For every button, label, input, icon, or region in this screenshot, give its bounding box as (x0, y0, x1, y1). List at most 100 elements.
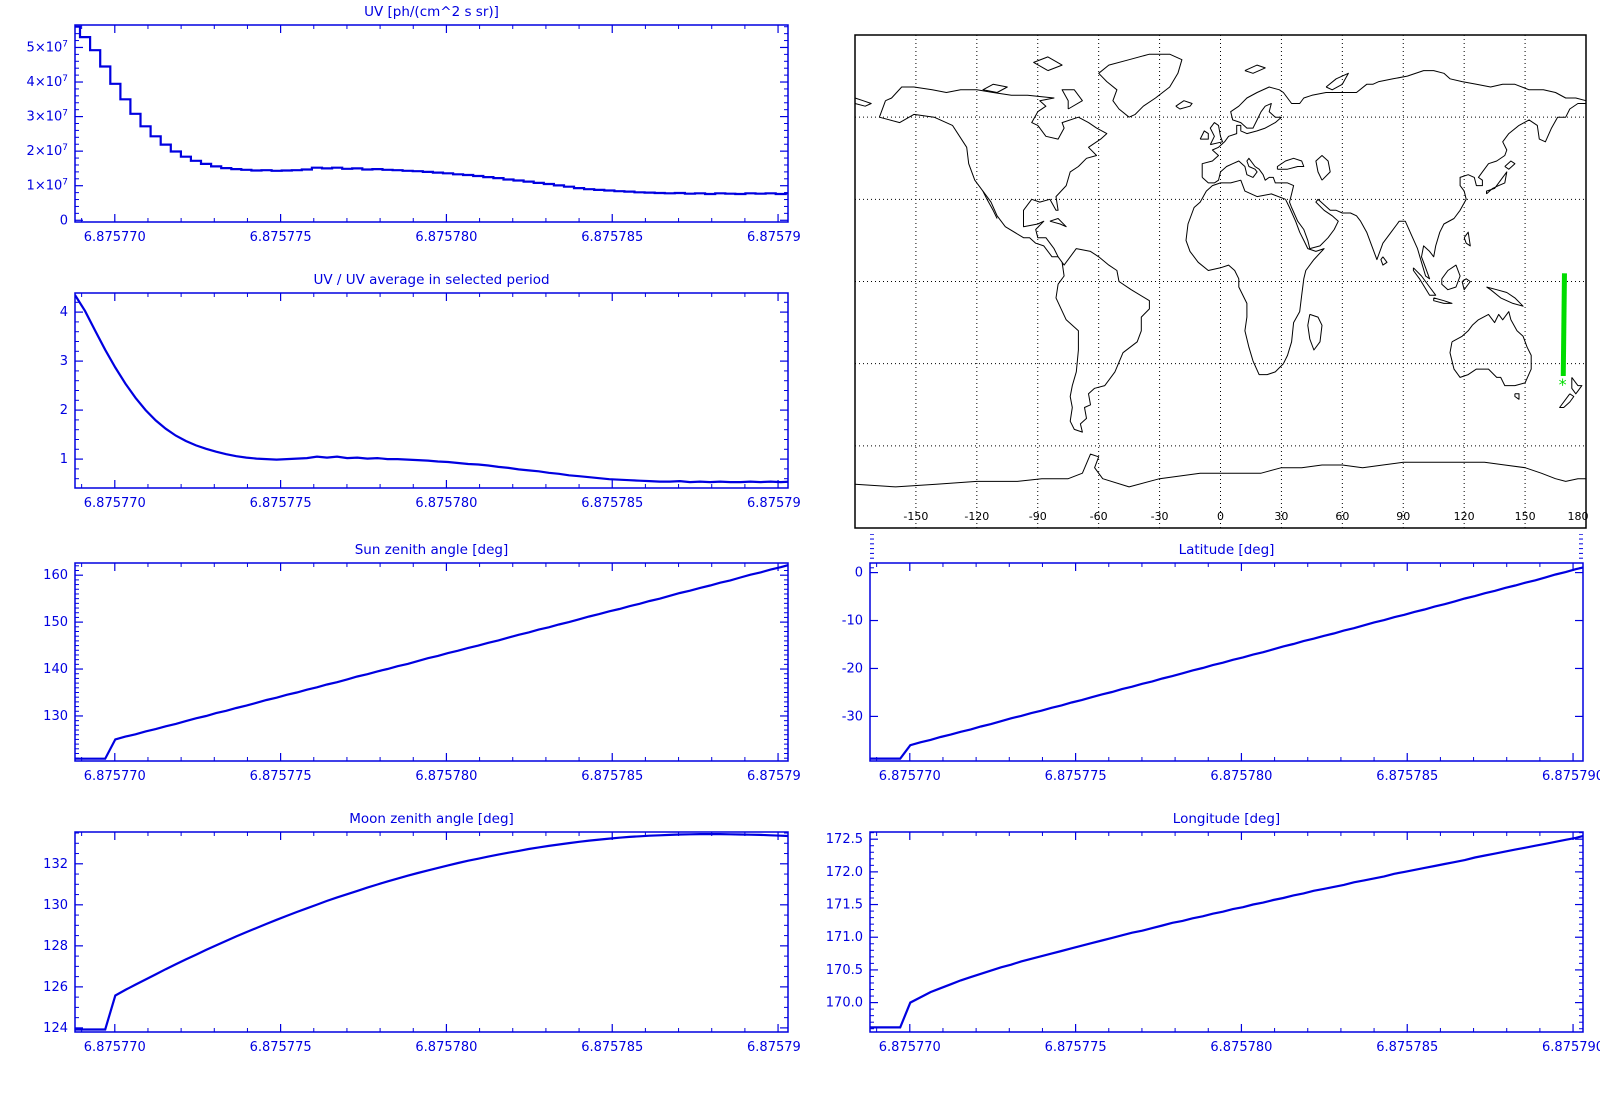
coastline (1449, 311, 1532, 387)
x-tick-label: 6.875780 (415, 769, 477, 784)
x-tick-label: 6.875790 (1542, 1040, 1600, 1055)
map-lon-label: 150 (1515, 510, 1536, 523)
axis-box (74, 562, 789, 762)
x-tick-label: 6.875785 (581, 769, 643, 784)
map-lon-label: 90 (1396, 510, 1410, 523)
lat-plot-svg: Latitude [deg] 6.875770 6.875775 6.875780 6.… (842, 534, 1600, 784)
coastline (1514, 393, 1520, 400)
sun-zenith-panel: Sun zenith angle [deg] 6.875770 6.875775 6.… (0, 534, 800, 804)
axis-box (869, 831, 1584, 1033)
map-border (854, 34, 1587, 529)
world-map-panel: * -150 -120 -90 -60 -30 0 30 60 90 120 150 180 (840, 10, 1600, 538)
x-tick-label: 6.875785 (581, 230, 643, 245)
coastline (1325, 72, 1349, 91)
x-tick-label: 6.875785 (581, 1040, 643, 1055)
coastline (1571, 377, 1583, 395)
coastline (1486, 286, 1524, 307)
axis-box (74, 292, 789, 489)
y-tick-label: 3×107 (27, 109, 68, 125)
plot-title: Latitude [deg] (1179, 542, 1275, 558)
x-tick-label: 6.875785 (1376, 769, 1438, 784)
coastline (1412, 267, 1437, 296)
y-tick-label: 172.0 (826, 865, 863, 880)
coastline (1461, 278, 1471, 291)
y-tick-label: -10 (842, 614, 863, 629)
world-map-svg: * -150 -120 -90 -60 -30 0 30 60 90 120 150 180 (854, 34, 1589, 529)
current-position-marker: * (1559, 375, 1567, 394)
x-tick-label: 6.875770 (84, 230, 146, 245)
sun-data-line (75, 564, 788, 760)
map-lon-label: 30 (1274, 510, 1288, 523)
x-tick-label: 6.875775 (250, 230, 312, 245)
y-tick-label: 2 (60, 403, 68, 418)
y-tick-label: 171.0 (826, 930, 863, 945)
x-tick-label: 6.875780 (1210, 769, 1272, 784)
y-tick-label: -20 (842, 661, 863, 676)
x-tick-label: 6.875780 (415, 496, 477, 511)
x-tick-label: 6.875775 (1045, 769, 1107, 784)
y-tick-label: 170.5 (826, 963, 863, 978)
uv-plot-svg: UV [ph/(cm^2 s sr)] 6.875770 6.875775 6.875… (27, 4, 800, 245)
coastline (1504, 160, 1516, 170)
y-tick-label: 160 (43, 568, 68, 583)
map-lon-label: -60 (1090, 510, 1108, 523)
coastline (1033, 56, 1063, 72)
coastline (1201, 70, 1587, 178)
coastline (1380, 256, 1388, 266)
x-tick-label: 6.875790 (1542, 769, 1600, 784)
map-lon-label: -150 (903, 510, 928, 523)
coastline (1276, 157, 1305, 170)
map-lon-label: 180 (1568, 510, 1589, 523)
x-tick-label: 6.875790 (747, 496, 800, 511)
y-tick-label: 128 (43, 939, 68, 954)
coastline (1055, 248, 1150, 433)
sun-plot-svg: Sun zenith angle [deg] 6.875770 6.875775 6.… (43, 542, 800, 784)
x-tick-label: 6.875790 (747, 769, 800, 784)
ratio-plot-svg: UV / UV average in selected period 6.8757… (60, 272, 800, 511)
moon-plot-svg: Moon zenith angle [deg] 6.875770 6.875775 6… (43, 811, 800, 1055)
y-tick-label: 130 (43, 898, 68, 913)
x-tick-label: 6.875775 (250, 1040, 312, 1055)
coastline (1307, 313, 1323, 351)
y-tick-label: 171.5 (826, 898, 863, 913)
y-tick-label: 2×107 (27, 143, 68, 159)
coastline (1049, 218, 1067, 228)
y-tick-label: 170.0 (826, 996, 863, 1011)
x-tick-label: 6.875780 (1210, 1040, 1272, 1055)
map-lon-label: 60 (1335, 510, 1349, 523)
coastline (854, 453, 1586, 488)
coastline (1098, 53, 1183, 118)
x-tick-label: 6.875785 (581, 496, 643, 511)
moon-data-line (75, 833, 788, 1031)
coastline (1201, 103, 1586, 280)
coastline (1433, 297, 1453, 304)
y-tick-label: 5×107 (27, 39, 68, 55)
y-tick-label: 140 (43, 662, 68, 677)
y-tick-label: 132 (43, 857, 68, 872)
coastline (1175, 100, 1193, 110)
axis-box (869, 562, 1584, 762)
y-tick-label: 126 (43, 980, 68, 995)
coastline (1209, 122, 1223, 146)
y-tick-label: 3 (60, 354, 68, 369)
y-tick-label: 172.5 (826, 832, 863, 847)
x-tick-label: 6.875780 (415, 230, 477, 245)
plot-title: Sun zenith angle [deg] (355, 542, 509, 558)
coastline (1486, 171, 1508, 195)
plot-title: Moon zenith angle [deg] (349, 811, 514, 827)
coastline (1244, 64, 1266, 74)
plot-title: UV / UV average in selected period (313, 272, 549, 288)
x-tick-label: 6.875770 (879, 1040, 941, 1055)
y-tick-label: 150 (43, 615, 68, 630)
y-tick-label: 0 (855, 566, 863, 581)
moon-zenith-panel: Moon zenith angle [deg] 6.875770 6.875775 6… (0, 804, 800, 1100)
y-tick-label: 4×107 (27, 74, 68, 90)
x-tick-label: 6.875785 (1376, 1040, 1438, 1055)
x-tick-label: 6.875770 (879, 769, 941, 784)
y-tick-label: 4 (60, 305, 68, 320)
uv-data-line (75, 25, 788, 196)
coastline (1559, 393, 1575, 408)
x-tick-label: 6.875775 (1045, 1040, 1107, 1055)
y-tick-label: -30 (842, 709, 863, 724)
longitude-panel: Longitude [deg] 6.875770 6.875775 6.875780 6… (800, 804, 1600, 1100)
